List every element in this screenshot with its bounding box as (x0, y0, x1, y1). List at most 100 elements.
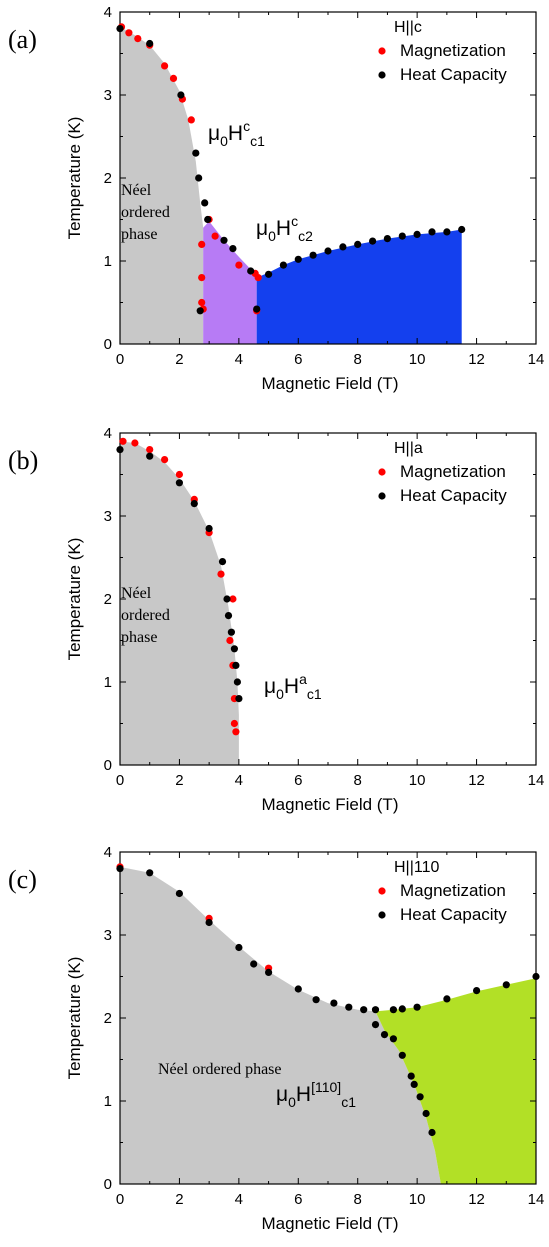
panel-label: (b) (8, 446, 38, 475)
heat-capacity-point (146, 869, 154, 877)
magnetization-point (217, 570, 225, 578)
heat-capacity-point (205, 918, 213, 927)
y-tick-label: 3 (104, 87, 112, 104)
heat-capacity-point (371, 1006, 380, 1014)
x-tick-label: 14 (528, 772, 545, 789)
magnetization-point (229, 595, 237, 603)
critical-field-label-1: μ0Hac1 (264, 671, 322, 702)
heat-capacity-point (294, 985, 302, 993)
magnetization-point (232, 728, 240, 736)
heat-capacity-point (532, 972, 540, 981)
magnetization-point (187, 116, 195, 124)
heat-capacity-point (175, 889, 183, 898)
phase-region-1 (120, 866, 441, 1184)
x-tick-label: 0 (116, 772, 124, 789)
critical-field-label-1: μ0Hcc1 (208, 118, 265, 149)
y-axis-title: Temperature (K) (65, 117, 84, 240)
x-tick-label: 10 (409, 1191, 426, 1208)
heat-capacity-point (235, 943, 243, 952)
legend-marker (378, 71, 386, 79)
y-tick-label: 4 (104, 4, 112, 21)
magnetization-point (146, 446, 154, 454)
phase-label: Néel ordered phase (121, 182, 170, 243)
y-tick-label: 4 (104, 844, 112, 861)
heat-capacity-point (413, 230, 421, 238)
x-tick-label: 4 (235, 772, 243, 789)
heat-capacity-point (177, 91, 185, 99)
legend-label: Heat Capacity (400, 905, 507, 924)
heat-capacity-point (253, 305, 261, 313)
legend-marker (378, 47, 386, 55)
heat-capacity-point (502, 981, 510, 989)
heat-capacity-point (422, 1109, 430, 1118)
heat-capacity-point (218, 558, 227, 566)
legend-title: H||c (394, 19, 422, 36)
y-tick-label: 2 (104, 591, 112, 608)
x-tick-label: 8 (354, 1191, 362, 1208)
heat-capacity-point (265, 968, 273, 977)
heat-capacity-point (398, 1005, 406, 1013)
heat-capacity-point (369, 237, 377, 245)
legend-marker (378, 492, 386, 500)
y-tick-label: 3 (104, 927, 112, 944)
heat-capacity-point (250, 960, 258, 968)
magnetization-point (211, 232, 219, 240)
heat-capacity-point (312, 996, 320, 1004)
magnetization-point (119, 437, 127, 445)
heat-capacity-point (204, 215, 212, 224)
heat-capacity-point (428, 228, 436, 236)
x-tick-label: 10 (409, 772, 426, 789)
heat-capacity-point (380, 1031, 389, 1039)
heat-capacity-point (232, 661, 240, 670)
magnetization-point (169, 74, 178, 82)
heat-capacity-point (383, 235, 391, 243)
heat-capacity-point (458, 225, 466, 234)
panel-label: (c) (8, 865, 37, 894)
y-tick-label: 0 (104, 1176, 112, 1193)
panel-label: (a) (8, 25, 37, 54)
x-tick-label: 6 (294, 351, 302, 368)
heat-capacity-point (443, 228, 451, 236)
magnetization-point (161, 62, 169, 70)
magnetization-point (131, 439, 139, 447)
heat-capacity-point (224, 612, 233, 620)
heat-capacity-point (345, 1003, 353, 1011)
x-tick-label: 10 (409, 351, 426, 368)
heat-capacity-point (265, 270, 273, 278)
legend-marker (378, 468, 386, 476)
x-tick-label: 14 (528, 1191, 545, 1208)
x-tick-label: 6 (294, 1191, 302, 1208)
heat-capacity-point (233, 678, 241, 686)
y-tick-label: 0 (104, 757, 112, 774)
x-tick-label: 0 (116, 1191, 124, 1208)
y-tick-label: 2 (104, 170, 112, 187)
heat-capacity-point (389, 1035, 397, 1043)
magnetization-point (254, 274, 262, 282)
heat-capacity-point (146, 39, 154, 48)
legend-label: Heat Capacity (400, 65, 507, 84)
heat-capacity-point (339, 243, 347, 251)
heat-capacity-point (196, 307, 204, 315)
magnetization-point (198, 274, 206, 282)
magnetization-point (175, 470, 183, 479)
x-tick-label: 12 (468, 772, 485, 789)
legend-label: Heat Capacity (400, 486, 507, 505)
legend-label: Magnetization (400, 462, 506, 481)
heat-capacity-point (416, 1093, 424, 1101)
heat-capacity-point (235, 695, 243, 703)
legend-marker (378, 887, 386, 895)
x-tick-label: 8 (354, 351, 362, 368)
heat-capacity-point (230, 645, 238, 653)
heat-capacity-point (354, 240, 362, 248)
heat-capacity-point (227, 628, 235, 636)
x-axis-title: Magnetic Field (T) (262, 795, 399, 814)
heat-capacity-point (205, 524, 213, 533)
magnetization-point (198, 240, 206, 248)
x-tick-label: 4 (235, 351, 243, 368)
heat-capacity-point (192, 149, 200, 157)
y-tick-label: 1 (104, 1093, 112, 1110)
heat-capacity-point (201, 199, 209, 207)
heat-capacity-point (443, 995, 451, 1003)
